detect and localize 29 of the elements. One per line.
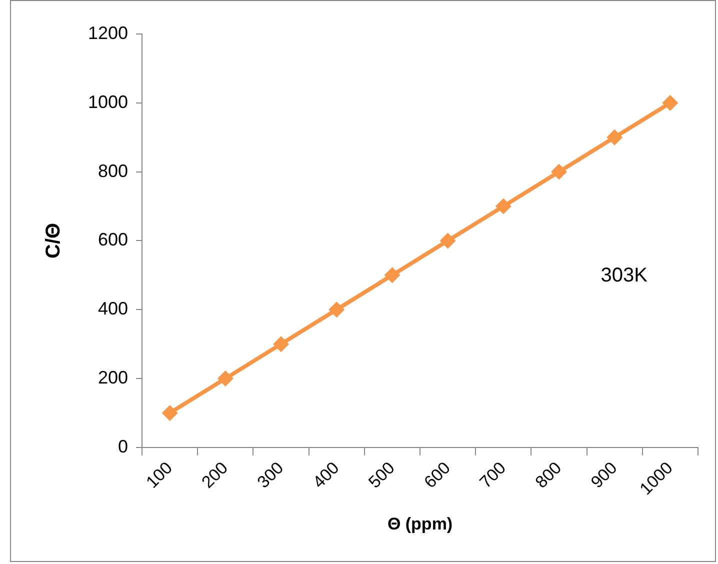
point [217, 370, 234, 387]
x-tick-label: 100 [142, 458, 176, 492]
y-tick-label: 1200 [88, 22, 128, 43]
point [606, 129, 623, 146]
x-tick-label: 700 [476, 458, 510, 492]
x-tick-label: 800 [532, 458, 566, 492]
point [162, 404, 178, 421]
point [328, 302, 345, 318]
x-tick-label: 300 [254, 458, 288, 492]
point [551, 164, 568, 180]
point [662, 94, 678, 111]
point [440, 232, 456, 249]
x-tick-label: 400 [309, 458, 343, 492]
y-tick-label: 200 [98, 367, 128, 388]
x-axis-title: Θ (ppm) [387, 514, 453, 534]
x-tick-label: 500 [364, 458, 398, 492]
point [384, 267, 400, 284]
annotation: 303K [600, 264, 648, 286]
point [495, 198, 512, 214]
y-tick-label: 1000 [88, 92, 128, 112]
y-tick-label: 600 [98, 230, 128, 250]
point [273, 336, 290, 352]
x-tick-label: 600 [420, 458, 454, 492]
y-tick-label: 0 [118, 436, 128, 456]
x-tick-label: 200 [198, 458, 232, 492]
y-tick-label: 800 [98, 160, 128, 181]
y-axis-title: C/Θ [42, 222, 65, 258]
y-tick-label: 400 [98, 298, 128, 319]
x-tick-label: 900 [587, 458, 621, 492]
